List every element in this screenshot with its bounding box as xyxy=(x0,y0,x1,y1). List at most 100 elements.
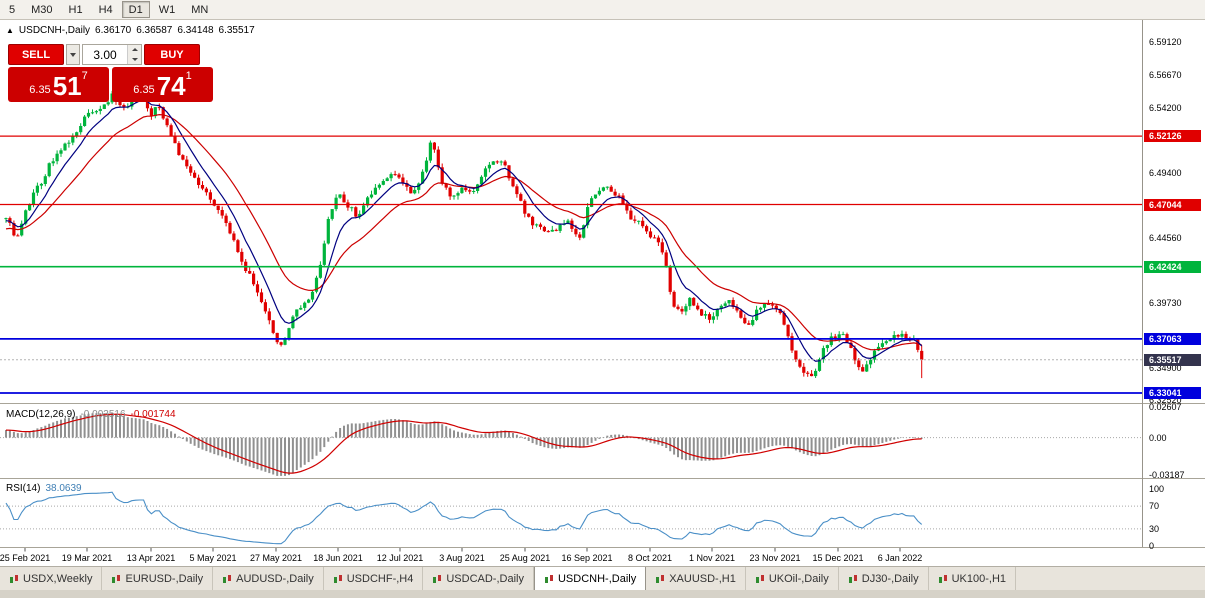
chart-icon xyxy=(333,574,343,584)
chart-icon xyxy=(848,574,858,584)
bid-price-display[interactable]: 6.35 51 7 xyxy=(8,67,109,102)
svg-text:3 Aug 2021: 3 Aug 2021 xyxy=(439,553,485,563)
sell-button[interactable]: SELL xyxy=(8,44,64,65)
svg-text:5 May 2021: 5 May 2021 xyxy=(189,553,236,563)
macd-signal-value: -0.001744 xyxy=(130,409,176,420)
svg-text:23 Nov 2021: 23 Nov 2021 xyxy=(749,553,800,563)
macd-name: MACD(12,26,9) xyxy=(6,409,76,420)
tab-usdx-weekly[interactable]: USDX,Weekly xyxy=(0,567,103,590)
volume-input[interactable] xyxy=(83,45,127,64)
price-axis-tick: 6.34900 xyxy=(1149,362,1182,373)
svg-text:13 Apr 2021: 13 Apr 2021 xyxy=(127,553,176,563)
tab-label: XAUUSD-,H1 xyxy=(669,572,736,585)
tab-label: UK100-,H1 xyxy=(951,572,1007,585)
macd-scale-label: -0.03187 xyxy=(1149,470,1185,481)
svg-text:25 Feb 2021: 25 Feb 2021 xyxy=(0,553,50,563)
chart-tabbar: USDX,Weekly EURUSD-,Daily AUDUSD-,Daily USD… xyxy=(0,566,1205,590)
volume-spinner-down[interactable] xyxy=(128,54,141,64)
macd-scale-label: 0.02607 xyxy=(1149,401,1182,412)
tab-label: UKOil-,Daily xyxy=(768,572,829,585)
ask-prefix: 6.35 xyxy=(133,84,155,96)
tab-label: EURUSD-,Daily xyxy=(125,572,204,585)
bid-pip-digit: 7 xyxy=(81,70,88,82)
window-statusbar xyxy=(0,590,1205,598)
tab-usdcad-daily[interactable]: USDCAD-,Daily xyxy=(423,567,534,590)
tab-usdcnh-daily[interactable]: USDCNH-,Daily xyxy=(533,567,647,590)
macd-main-value: -0.003516 xyxy=(80,409,126,420)
dropdown-arrow-icon xyxy=(70,52,76,57)
period-button-d1[interactable]: D1 xyxy=(121,1,150,18)
low-value: 6.34148 xyxy=(177,25,214,36)
timeframe-toolbar: 5 M30 H1 H4 D1 W1 MN xyxy=(0,0,1205,20)
rsi-value: 38.0639 xyxy=(45,483,82,494)
open-value: 6.36170 xyxy=(95,25,132,36)
chart-icon xyxy=(755,574,765,584)
price-axis-tick: 6.54200 xyxy=(1149,103,1182,114)
chart-icon xyxy=(111,574,121,584)
macd-label: MACD(12,26,9) -0.003516 -0.001744 xyxy=(6,409,181,420)
tab-ukoil-daily[interactable]: UKOil-,Daily xyxy=(746,567,839,590)
price-axis-tick: 6.49400 xyxy=(1149,167,1182,178)
svg-text:6 Jan 2022: 6 Jan 2022 xyxy=(878,553,923,563)
chart-icon xyxy=(222,574,232,584)
price-axis-tick: 6.59120 xyxy=(1149,37,1182,47)
ask-price-display[interactable]: 6.35 74 1 xyxy=(112,67,213,102)
bid-prefix: 6.35 xyxy=(29,84,51,96)
period-button-m30[interactable]: M30 xyxy=(31,4,53,16)
svg-text:27 May 2021: 27 May 2021 xyxy=(250,553,302,563)
bid-big-digits: 51 xyxy=(52,71,82,101)
tab-label: AUDUSD-,Daily xyxy=(236,572,314,585)
period-button-w1[interactable]: W1 xyxy=(158,4,176,16)
close-value: 6.35517 xyxy=(218,25,255,36)
order-type-dropdown-button[interactable] xyxy=(66,44,80,65)
buy-button[interactable]: BUY xyxy=(144,44,200,65)
volume-spinner-up[interactable] xyxy=(128,45,141,55)
ask-pip-digit: 1 xyxy=(185,70,192,82)
svg-text:16 Sep 2021: 16 Sep 2021 xyxy=(561,553,612,563)
period-button-5[interactable]: 5 xyxy=(9,4,16,16)
macd-scale-label: 0.00 xyxy=(1149,432,1167,443)
price-level-badge: 6.47044 xyxy=(1144,198,1201,211)
svg-text:12 Jul 2021: 12 Jul 2021 xyxy=(377,553,424,563)
tab-xauusd-h1[interactable]: XAUUSD-,H1 xyxy=(646,567,746,590)
tab-label: DJ30-,Daily xyxy=(861,572,919,585)
tab-label: USDCNH-,Daily xyxy=(557,572,637,585)
volume-box xyxy=(82,44,142,65)
price-level-badge: 6.33041 xyxy=(1144,386,1201,399)
svg-text:18 Jun 2021: 18 Jun 2021 xyxy=(313,553,363,563)
svg-text:8 Oct 2021: 8 Oct 2021 xyxy=(628,553,672,563)
tab-eurusd-daily[interactable]: EURUSD-,Daily xyxy=(102,567,214,590)
price-axis[interactable]: 6.59120 6.56670 6.54200 6.49400 6.44560 6.397… xyxy=(1143,20,1205,566)
tab-audusd-daily[interactable]: AUDUSD-,Daily xyxy=(213,567,324,590)
chart-icon xyxy=(938,574,948,584)
one-click-trading-panel: SELL BUY 6.35 51 7 6.35 74 1 xyxy=(8,44,216,102)
price-level-badge: 6.52126 xyxy=(1144,130,1201,143)
price-axis-tick: 6.56670 xyxy=(1149,69,1182,80)
chart-icon xyxy=(432,574,442,584)
price-axis-tick: 6.32520 xyxy=(1149,394,1182,405)
symbol-ohlc-header: ▲ USDCNH-,Daily 6.36170 6.36587 6.34148 6.355… xyxy=(6,25,260,36)
chart-canvas[interactable]: 25 Feb 2021 19 Mar 2021 13 Apr 2021 5 May 2… xyxy=(0,20,1205,566)
tab-uk100-h1[interactable]: UK100-,H1 xyxy=(929,567,1017,590)
symbol-label: USDCNH-,Daily xyxy=(18,25,91,36)
ask-big-digits: 74 xyxy=(156,71,186,101)
price-level-badge: 6.37063 xyxy=(1144,332,1201,345)
period-button-mn[interactable]: MN xyxy=(191,4,209,16)
chart-icon xyxy=(544,574,554,584)
rsi-scale-label: 30 xyxy=(1149,523,1160,534)
period-button-h4[interactable]: H4 xyxy=(98,4,113,16)
chart-window: 25 Feb 2021 19 Mar 2021 13 Apr 2021 5 May 2… xyxy=(0,20,1205,566)
chart-icon xyxy=(655,574,665,584)
tab-dj30-daily[interactable]: DJ30-,Daily xyxy=(839,567,929,590)
rsi-scale-label: 0 xyxy=(1149,541,1155,551)
rsi-scale-label: 70 xyxy=(1149,501,1160,512)
tab-label: USDX,Weekly xyxy=(23,572,93,585)
svg-text:19 Mar 2021: 19 Mar 2021 xyxy=(62,553,113,563)
period-button-h1[interactable]: H1 xyxy=(68,4,83,16)
tab-usdchf-h4[interactable]: USDCHF-,H4 xyxy=(324,567,424,590)
tab-label: USDCAD-,Daily xyxy=(446,572,524,585)
chart-icon xyxy=(9,574,19,584)
chart-marker-icon: ▲ xyxy=(6,26,14,35)
rsi-scale-label: 100 xyxy=(1149,484,1165,494)
price-level-badge: 6.35517 xyxy=(1144,353,1201,366)
